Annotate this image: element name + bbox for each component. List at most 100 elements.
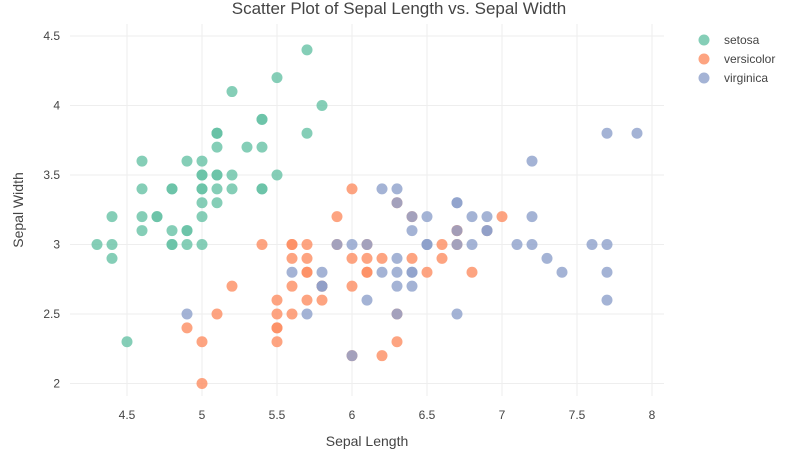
point-virginica [406, 280, 418, 292]
point-versicolor [466, 266, 478, 278]
point-setosa [196, 169, 208, 181]
legend-marker [698, 72, 710, 84]
point-setosa [166, 238, 178, 250]
point-setosa [181, 155, 193, 167]
y-tick-label: 2 [53, 376, 60, 390]
point-virginica [391, 252, 403, 264]
legend-marker [698, 53, 710, 65]
legend-label: virginica [724, 71, 768, 85]
legend-label: versicolor [724, 52, 775, 66]
point-virginica [451, 308, 463, 320]
point-virginica [406, 266, 418, 278]
point-virginica [601, 238, 613, 250]
point-virginica [601, 266, 613, 278]
point-virginica [541, 252, 553, 264]
point-virginica [316, 280, 328, 292]
point-versicolor [391, 336, 403, 348]
x-tick-label: 6.5 [419, 408, 436, 422]
point-virginica [466, 238, 478, 250]
point-versicolor [346, 183, 358, 195]
legend-item-setosa[interactable]: setosa [698, 33, 760, 47]
point-setosa [196, 197, 208, 209]
series-setosa [91, 44, 328, 348]
point-versicolor [376, 350, 388, 362]
point-setosa [136, 155, 148, 167]
point-setosa [226, 169, 238, 181]
point-versicolor [346, 252, 358, 264]
point-setosa [121, 336, 133, 348]
point-versicolor [196, 336, 208, 348]
y-tick-label: 4 [53, 98, 60, 112]
point-versicolor [421, 266, 433, 278]
point-virginica [286, 266, 298, 278]
point-virginica [451, 238, 463, 250]
point-versicolor [271, 322, 283, 334]
point-versicolor [196, 377, 208, 389]
point-versicolor [271, 336, 283, 348]
series-virginica [181, 127, 643, 362]
chart-title: Scatter Plot of Sepal Length vs. Sepal W… [232, 0, 567, 18]
point-setosa [241, 141, 253, 153]
point-versicolor [376, 252, 388, 264]
x-tick-label: 4.5 [119, 408, 136, 422]
point-virginica [391, 308, 403, 320]
grid [70, 24, 664, 396]
point-setosa [271, 72, 283, 84]
point-versicolor [301, 238, 313, 250]
point-virginica [361, 238, 373, 250]
point-virginica [511, 238, 523, 250]
point-setosa [166, 183, 178, 195]
legend[interactable]: setosa versicolor virginica [698, 33, 776, 85]
point-virginica [481, 211, 493, 223]
point-setosa [226, 86, 238, 98]
point-setosa [181, 225, 193, 237]
point-virginica [601, 127, 613, 139]
legend-item-versicolor[interactable]: versicolor [698, 52, 776, 66]
series-versicolor [181, 183, 508, 389]
y-tick-label: 3.5 [43, 168, 60, 182]
point-setosa [196, 155, 208, 167]
point-virginica [301, 308, 313, 320]
point-versicolor [406, 252, 418, 264]
point-versicolor [301, 252, 313, 264]
point-versicolor [286, 280, 298, 292]
point-versicolor [286, 308, 298, 320]
point-versicolor [301, 294, 313, 306]
point-versicolor [361, 252, 373, 264]
point-versicolor [181, 322, 193, 334]
point-setosa [151, 211, 163, 223]
y-tick-label: 2.5 [43, 307, 60, 321]
point-setosa [211, 183, 223, 195]
point-setosa [136, 225, 148, 237]
point-setosa [256, 141, 268, 153]
point-virginica [526, 155, 538, 167]
point-virginica [346, 350, 358, 362]
point-setosa [196, 183, 208, 195]
x-tick-label: 7 [499, 408, 506, 422]
x-tick-label: 7.5 [569, 408, 586, 422]
x-tick-label: 5.5 [269, 408, 286, 422]
point-virginica [586, 238, 598, 250]
point-setosa [301, 127, 313, 139]
point-versicolor [226, 280, 238, 292]
point-virginica [361, 294, 373, 306]
point-setosa [226, 183, 238, 195]
x-tick-label: 6 [349, 408, 356, 422]
point-setosa [106, 252, 118, 264]
point-setosa [91, 238, 103, 250]
point-versicolor [271, 294, 283, 306]
point-setosa [136, 183, 148, 195]
point-virginica [391, 280, 403, 292]
point-virginica [346, 238, 358, 250]
point-setosa [256, 113, 268, 125]
y-tick-label: 4.5 [43, 29, 60, 43]
point-virginica [376, 183, 388, 195]
point-virginica [601, 294, 613, 306]
point-versicolor [361, 266, 373, 278]
point-setosa [211, 141, 223, 153]
legend-item-virginica[interactable]: virginica [698, 71, 769, 85]
point-setosa [196, 238, 208, 250]
x-tick-label: 5 [199, 408, 206, 422]
point-virginica [451, 225, 463, 237]
